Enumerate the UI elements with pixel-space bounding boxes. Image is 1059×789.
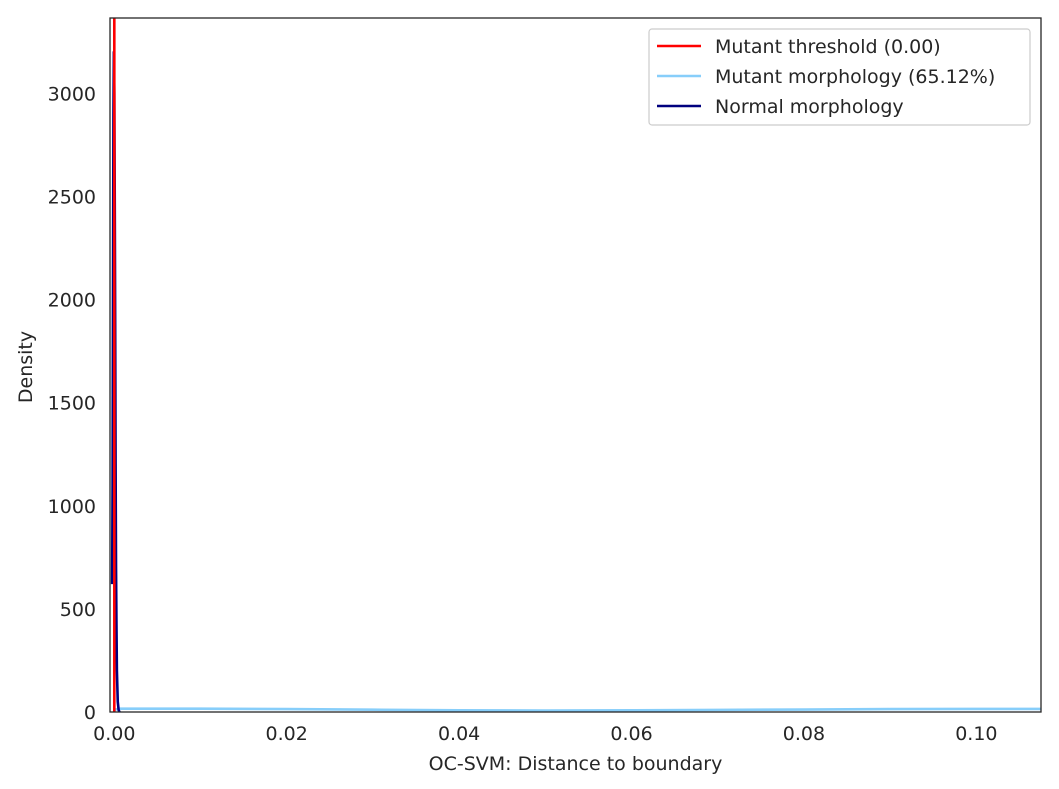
y-axis-title: Density [15, 331, 37, 403]
x-tick-label: 0.10 [955, 723, 997, 745]
legend-label: Normal morphology [715, 96, 904, 118]
x-tick-labels: 0.00 0.02 0.04 0.06 0.08 0.10 [93, 723, 997, 745]
plot-frame [109, 17, 1042, 713]
x-axis-title: OC-SVM: Distance to boundary [429, 753, 723, 775]
y-tick-label: 500 [60, 599, 96, 621]
x-tick-label: 0.06 [610, 723, 652, 745]
legend-label: Mutant threshold (0.00) [715, 36, 941, 58]
legend-label: Mutant morphology (65.12%) [715, 66, 995, 88]
y-tick-label: 1500 [48, 393, 96, 415]
legend: Mutant threshold (0.00) Mutant morphology… [648, 28, 1031, 126]
y-tick-label: 3000 [48, 83, 96, 105]
legend-box [648, 28, 1031, 126]
x-tick-label: 0.02 [266, 723, 308, 745]
x-tick-label: 0.00 [93, 723, 135, 745]
series-line-0 [113, 707, 1041, 712]
x-tick-label: 0.08 [783, 723, 825, 745]
y-tick-label: 2000 [48, 290, 96, 312]
y-tick-label: 0 [84, 702, 96, 724]
x-tick-label: 0.04 [438, 723, 480, 745]
plot-background [110, 18, 1041, 712]
y-tick-labels: 0 500 1000 1500 2000 2500 3000 [48, 83, 96, 724]
y-tick-label: 2500 [48, 186, 96, 208]
series-layer [110, 18, 1041, 712]
y-tick-label: 1000 [48, 496, 96, 518]
